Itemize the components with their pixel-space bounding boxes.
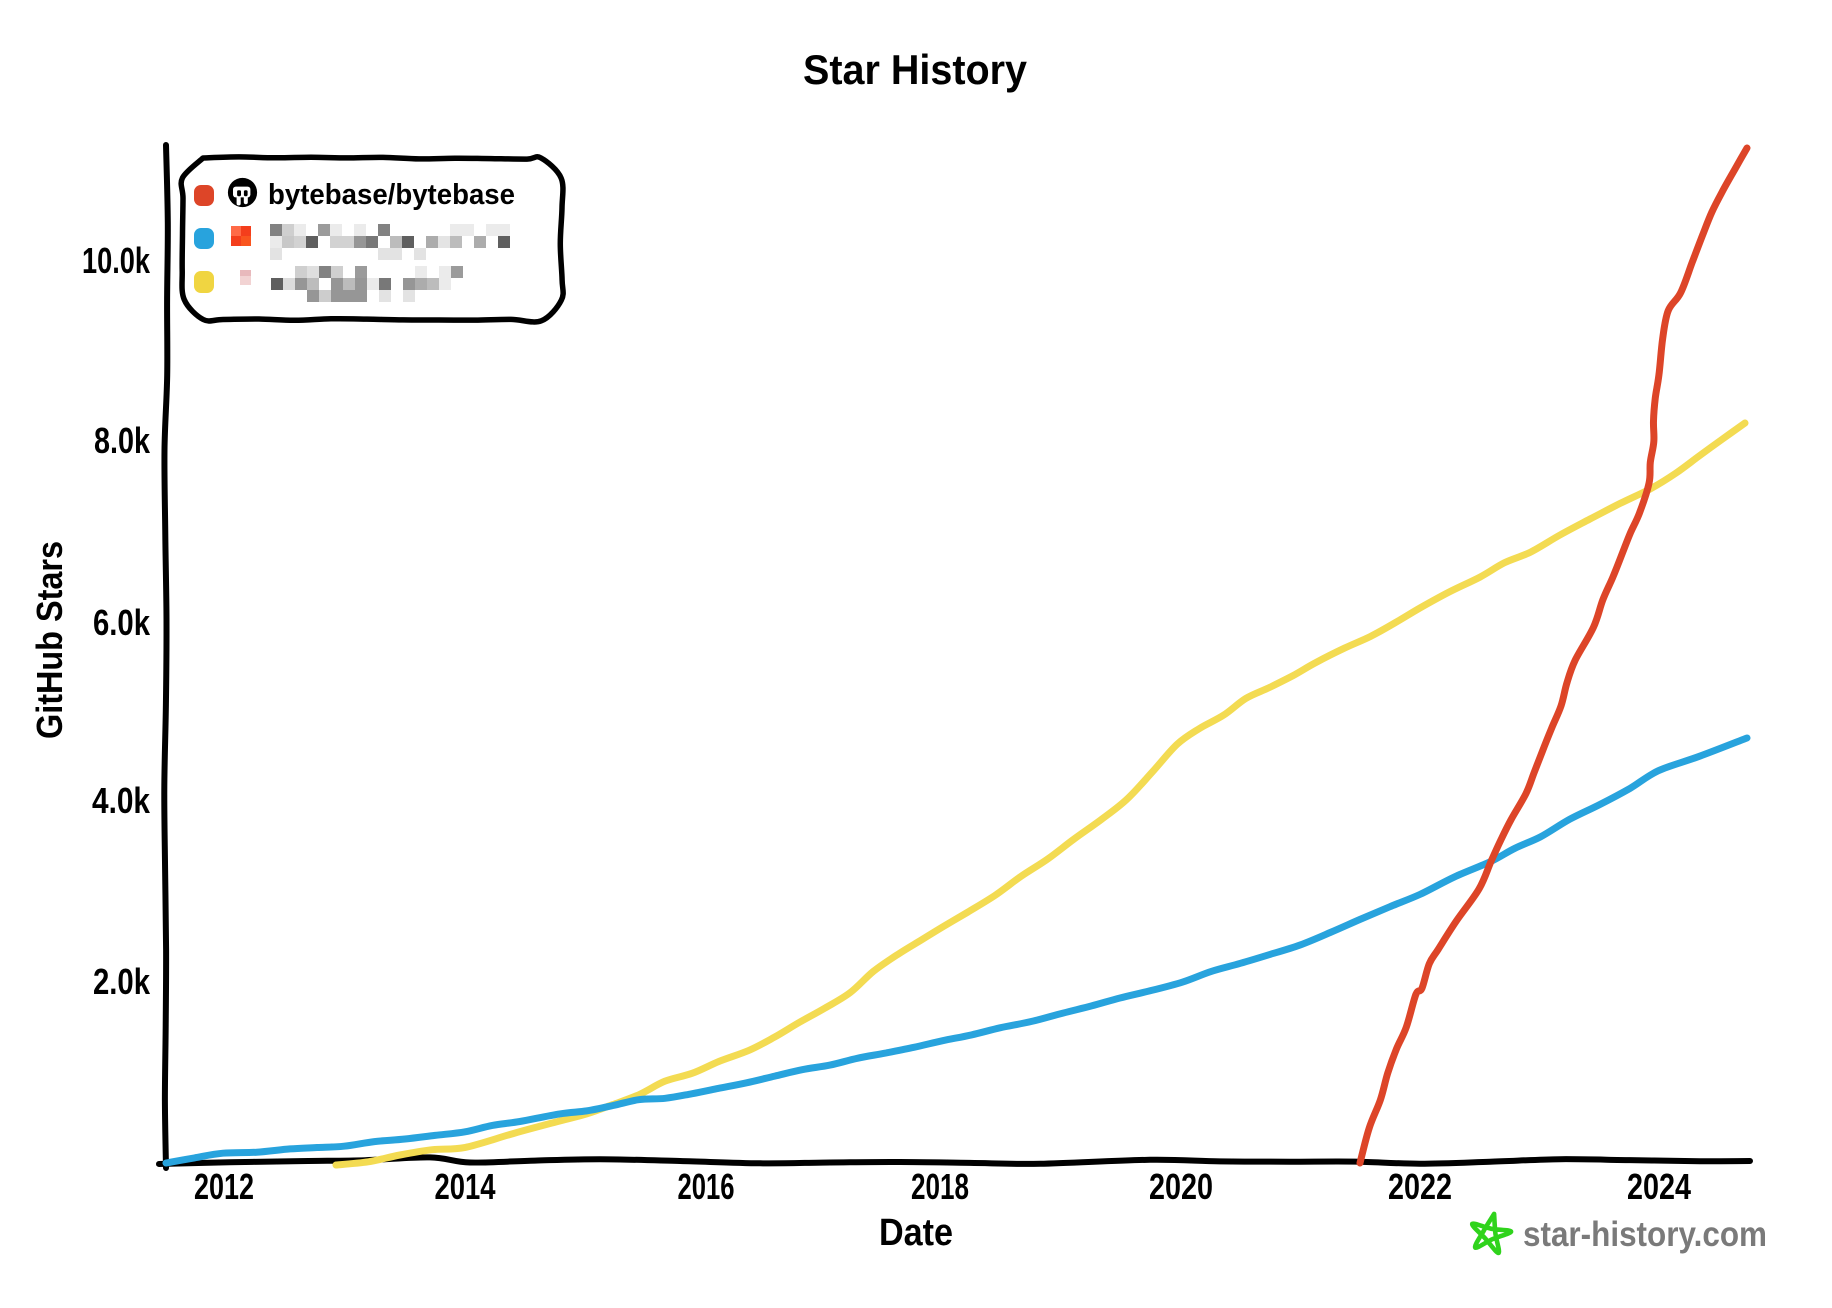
svg-text:2024: 2024 bbox=[1627, 1166, 1691, 1207]
svg-text:6.0k: 6.0k bbox=[93, 602, 151, 643]
svg-text:2022: 2022 bbox=[1388, 1166, 1452, 1207]
svg-text:2.0k: 2.0k bbox=[93, 961, 151, 1002]
svg-text:GitHub Stars: GitHub Stars bbox=[29, 541, 70, 739]
svg-text:2016: 2016 bbox=[678, 1166, 735, 1207]
svg-text:2014: 2014 bbox=[435, 1166, 496, 1207]
svg-text:2012: 2012 bbox=[194, 1166, 254, 1207]
svg-text:10.0k: 10.0k bbox=[82, 240, 151, 281]
svg-text:4.0k: 4.0k bbox=[92, 780, 151, 821]
svg-text:8.0k: 8.0k bbox=[94, 420, 151, 461]
svg-text:Star History: Star History bbox=[803, 46, 1028, 93]
svg-text:star-history.com: star-history.com bbox=[1523, 1215, 1767, 1254]
svg-text:bytebase/bytebase: bytebase/bytebase bbox=[268, 179, 515, 211]
svg-text:2018: 2018 bbox=[911, 1166, 969, 1207]
svg-text:2020: 2020 bbox=[1149, 1166, 1213, 1207]
svg-text:Date: Date bbox=[879, 1212, 953, 1254]
